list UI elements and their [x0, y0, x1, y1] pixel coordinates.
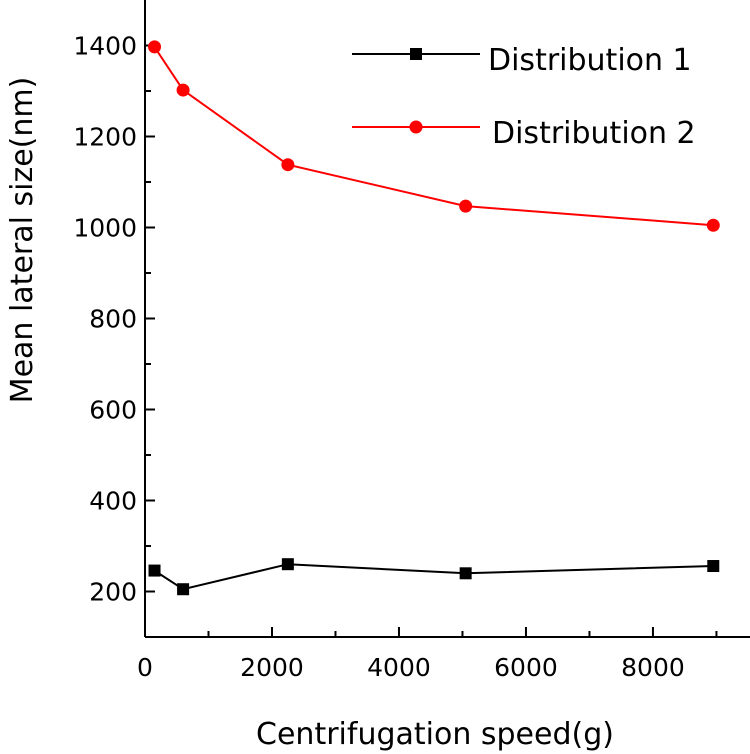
x-tick-label: 8000 — [621, 653, 685, 682]
data-point-distribution-2 — [281, 158, 295, 172]
data-point-distribution-1 — [148, 564, 161, 577]
series-line-distribution-1 — [153, 563, 714, 591]
axes — [144, 0, 750, 638]
y-tick-label: 400 — [89, 487, 137, 516]
series-layer — [148, 40, 720, 596]
legend: Distribution 1 Distribution 2 — [352, 43, 696, 151]
y-tick-label: 800 — [89, 305, 137, 334]
x-tick-label: 4000 — [367, 653, 431, 682]
y-tick-label: 1400 — [73, 32, 137, 61]
y-tick-label: 200 — [89, 578, 137, 607]
data-point-distribution-1 — [177, 583, 190, 596]
legend-label-distribution-2: Distribution 2 — [492, 116, 696, 151]
x-axis-title: Centrifugation speed(g) — [256, 717, 614, 752]
x-ticks: 0 2000 4000 6000 8000 — [137, 627, 718, 682]
data-point-distribution-1 — [281, 558, 294, 571]
legend-label-distribution-1: Distribution 1 — [488, 43, 692, 78]
data-point-distribution-2 — [706, 218, 720, 232]
y-axis-title: Mean lateral size(nm) — [5, 77, 40, 404]
data-point-distribution-1 — [707, 560, 720, 573]
legend-item-distribution-1: Distribution 1 — [352, 43, 692, 78]
y-tick-label: 600 — [89, 396, 137, 425]
x-tick-label: 0 — [137, 653, 153, 682]
data-point-distribution-2 — [148, 40, 162, 54]
data-point-distribution-2 — [459, 199, 473, 213]
x-tick-label: 2000 — [240, 653, 304, 682]
data-point-distribution-2 — [176, 83, 190, 97]
y-tick-label: 1200 — [73, 123, 137, 152]
legend-marker-distribution-1 — [410, 48, 422, 60]
y-ticks: 200 400 600 800 1000 1200 1400 — [73, 32, 155, 607]
legend-marker-distribution-2 — [409, 120, 423, 134]
y-tick-label: 1000 — [73, 214, 137, 243]
data-point-distribution-1 — [459, 567, 472, 580]
legend-item-distribution-2: Distribution 2 — [352, 116, 696, 151]
x-tick-label: 6000 — [494, 653, 558, 682]
